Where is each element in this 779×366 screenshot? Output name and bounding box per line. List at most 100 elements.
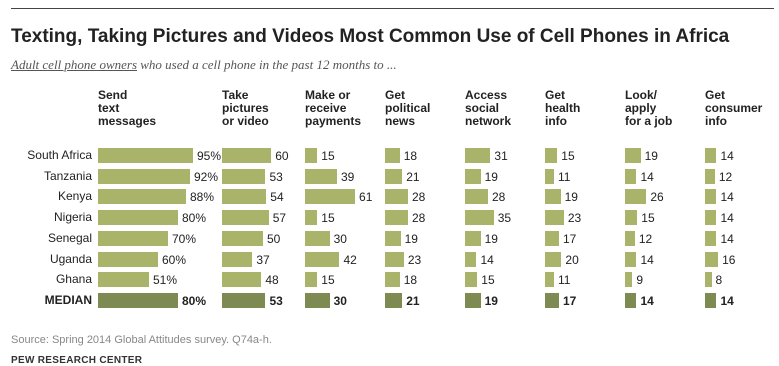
value-label: 80%: [182, 211, 207, 226]
row-label: South Africa: [27, 148, 92, 162]
data-bar: [705, 230, 717, 246]
data-bar: [545, 189, 561, 205]
median-bar: [465, 292, 481, 308]
data-bar: [465, 251, 477, 267]
data-bar: [625, 148, 641, 163]
data-bar: [98, 168, 190, 184]
data-bar: [385, 230, 401, 246]
value-label: 14: [720, 149, 734, 163]
top-rule: [11, 8, 774, 9]
column-header: Get political news: [385, 88, 431, 128]
column-header: Get health info: [545, 88, 581, 128]
value-label: 14: [640, 169, 654, 184]
data-bar: [545, 168, 555, 184]
data-bar: [465, 230, 481, 246]
row-label: Kenya: [57, 189, 92, 204]
median-bar: [705, 292, 717, 308]
data-bar: [705, 168, 715, 184]
value-label: 15: [641, 211, 655, 226]
value-label: 60%: [162, 252, 187, 267]
subtitle-underlined: Adult cell phone owners: [11, 57, 138, 72]
data-bar: [545, 210, 564, 226]
value-label: 70%: [172, 231, 197, 246]
column-header: Take pictures or video: [222, 88, 269, 128]
column-header: Look/ apply for a job: [625, 88, 673, 128]
data-bar: [465, 210, 494, 226]
value-label: 60: [275, 149, 289, 163]
data-bar: [625, 272, 633, 288]
value-label: 95%: [197, 149, 222, 163]
value-label: 14: [480, 252, 494, 267]
value-label: 48: [265, 273, 279, 288]
value-label: 17: [562, 293, 577, 308]
data-bar: [705, 148, 717, 163]
value-label: 23: [567, 211, 582, 226]
value-label: 42: [343, 252, 357, 267]
data-bar: [222, 210, 269, 226]
value-label: 50: [267, 231, 281, 246]
value-label: 88%: [190, 190, 215, 205]
row-label: Uganda: [49, 251, 92, 266]
value-label: 19: [644, 149, 658, 163]
data-bar: [385, 189, 408, 205]
data-bar: [465, 272, 478, 288]
median-bar: [385, 292, 403, 308]
value-label: 30: [333, 231, 347, 246]
data-bar: [98, 272, 149, 288]
value-label: 80%: [182, 293, 207, 308]
value-label: 53: [269, 293, 283, 308]
data-bar: [98, 210, 178, 226]
value-label: 15: [321, 211, 335, 226]
column-header: Make or receive payments: [305, 88, 362, 128]
row-label: Nigeria: [53, 210, 92, 225]
data-bar: [625, 230, 635, 246]
value-label: 11: [558, 169, 571, 184]
data-bar: [305, 230, 330, 246]
data-bar: [222, 168, 266, 184]
data-bar: [625, 168, 637, 184]
data-bar: [385, 272, 400, 288]
chart-subtitle: Adult cell phone owners who used a cell …: [11, 57, 397, 73]
data-bar: [545, 272, 555, 288]
value-label: 19: [404, 231, 418, 246]
value-label: 19: [484, 231, 498, 246]
data-bar: [545, 148, 558, 163]
row-label: Tanzania: [43, 168, 92, 183]
value-label: 37: [256, 252, 270, 267]
value-label: 20: [565, 252, 579, 267]
data-bar: [305, 210, 318, 226]
data-bar: [222, 251, 253, 267]
value-label: 21: [406, 169, 420, 184]
column-header: Get consumer info: [705, 88, 763, 128]
data-bar: [705, 272, 712, 288]
data-bar: [305, 251, 340, 267]
data-bar: [625, 251, 637, 267]
data-bar: [222, 148, 272, 163]
value-label: 8: [715, 273, 723, 288]
value-label: 26: [650, 190, 664, 205]
median-label: MEDIAN: [44, 292, 92, 307]
data-bar: [98, 189, 186, 205]
value-label: 15: [481, 273, 495, 288]
value-label: 54: [270, 190, 284, 205]
column-header: Send text messages: [98, 88, 157, 128]
data-bar: [465, 168, 481, 184]
source-note: Source: Spring 2014 Global Attitudes sur…: [11, 334, 272, 346]
data-bar: [385, 251, 404, 267]
value-label: 19: [484, 293, 498, 308]
value-label: 30: [333, 293, 347, 308]
data-bar: [305, 189, 356, 205]
value-label: 21: [406, 293, 420, 308]
value-label: 51%: [153, 273, 178, 288]
column-header: Access social network: [465, 88, 512, 128]
value-label: 14: [720, 190, 734, 205]
org-credit: PEW RESEARCH CENTER: [11, 355, 143, 366]
data-bar: [705, 189, 717, 205]
data-bar: [705, 251, 719, 267]
value-label: 28: [411, 211, 426, 226]
value-label: 14: [640, 252, 654, 267]
data-bar: [465, 189, 488, 205]
data-bar: [98, 230, 168, 246]
value-label: 9: [636, 273, 644, 288]
